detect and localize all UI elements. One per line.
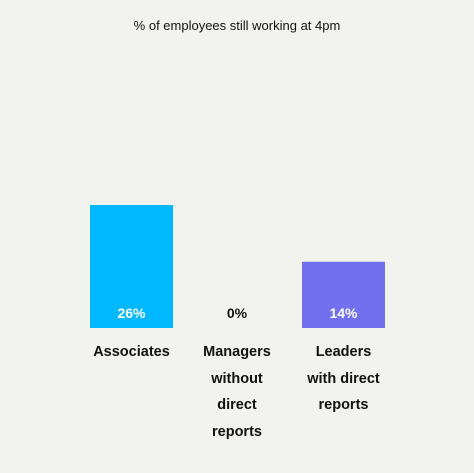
category-label-line: reports	[318, 397, 369, 413]
category-label-line: direct	[217, 397, 257, 413]
value-label-2: 0%	[227, 305, 248, 321]
category-label-line: with direct	[307, 370, 380, 387]
value-label-3: 14%	[329, 305, 358, 321]
category-label-line: Associates	[93, 344, 170, 360]
chart-title: % of employees still working at 4pm	[133, 18, 341, 33]
category-label-1: Associates	[72, 339, 192, 366]
category-label-line: without	[211, 370, 263, 387]
category-label-line: Leaders	[315, 344, 372, 360]
category-label-line: reports	[212, 423, 262, 440]
value-label-1: 26%	[117, 305, 146, 321]
category-label-2: Managers without direct reports	[177, 339, 297, 445]
category-label-line: Managers	[203, 344, 271, 360]
category-label-3: Leaders with direct reports	[284, 339, 404, 419]
bar-1	[90, 205, 173, 328]
bar-3	[302, 261, 385, 328]
